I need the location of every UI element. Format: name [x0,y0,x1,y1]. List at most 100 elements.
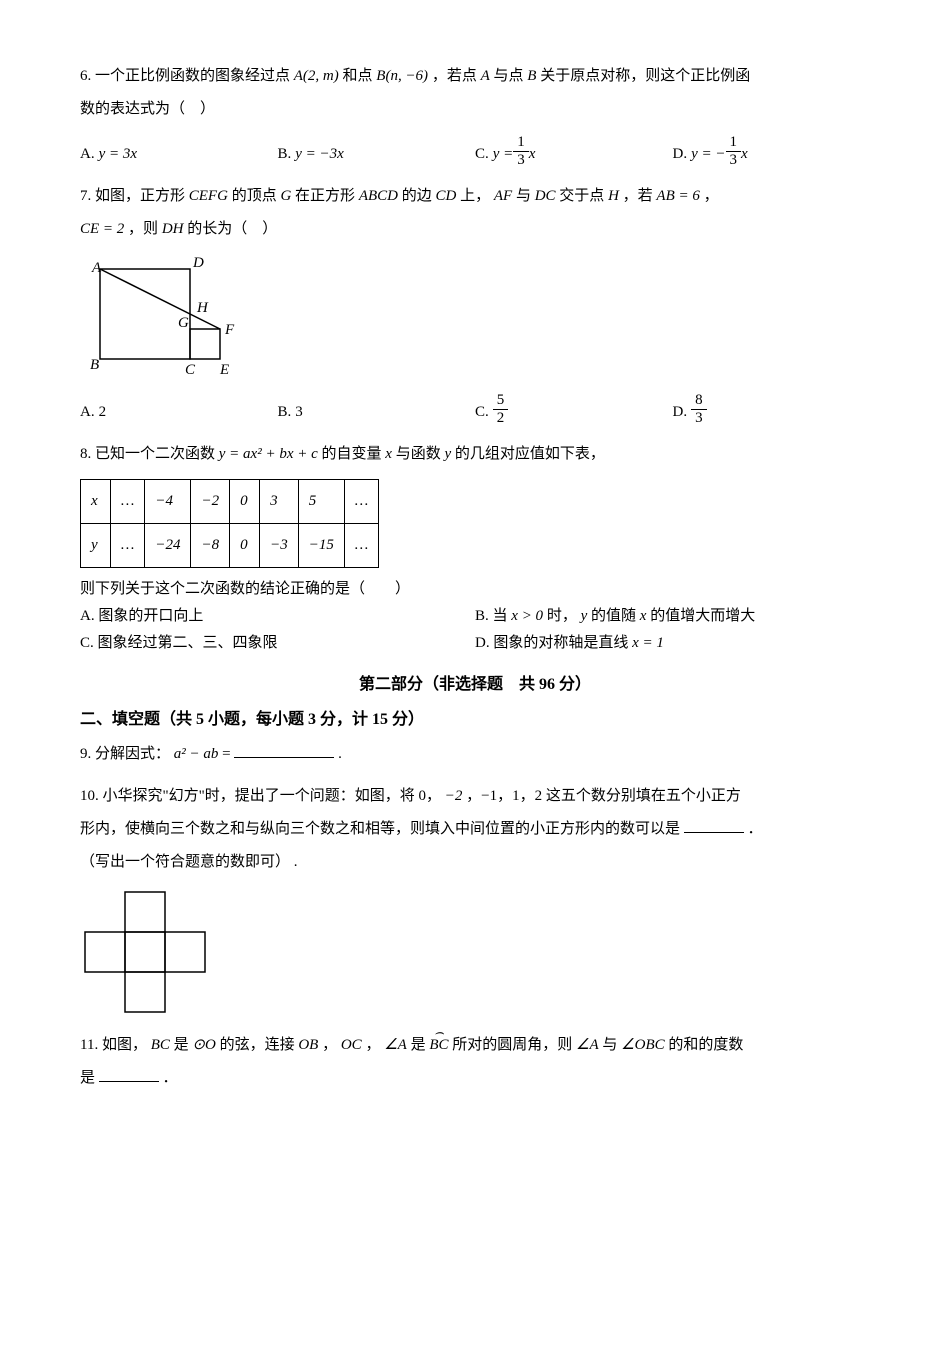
q11-circleO: ⊙O [192,1037,215,1053]
q9-num: 9. [80,746,91,762]
q6-A: A [481,68,490,84]
q8-optB-label: B. [475,608,489,624]
q7-fig-D: D [192,255,204,271]
q6-t2: 和点 [343,68,373,84]
q6-optA-val: y = 3x [99,141,137,168]
q7-optC-frac: 5 2 [493,392,509,426]
q7-optB-val: 3 [295,399,303,426]
q11-text: 11. 如图， BC 是 ⊙O 的弦，连接 OB ， OC ， ∠A 是 BC … [80,1029,870,1095]
q6-t3: ，若点 [432,68,477,84]
section2-sub: 二、填空题（共 5 小题，每小题 3 分，计 15 分） [80,706,870,735]
question-9: 9. 分解因式： a² − ab = . [80,741,870,768]
q7-options: A. 2 B. 3 C. 5 2 D. 8 3 [80,392,870,426]
q9-period: . [338,746,342,762]
q7-CD: CD [436,188,457,204]
q6-optC-suffix: x [529,141,536,168]
q6-optA: A. y = 3x [80,134,278,168]
q6-text: 6. 一个正比例函数的图象经过点 A(2, m) 和点 B(n, −6) ，若点… [80,60,870,126]
q10-t3: 形内，使横向三个数之和与纵向三个数之和相等，则填入中间位置的小正方形内的数可以是 [80,821,680,837]
q8-r2c4: 0 [230,524,260,568]
q6-optD-suffix: x [741,141,748,168]
q6-optD-prefix: y = − [691,141,725,168]
q9-expr: a² − ab [174,746,219,762]
q8-y: y [444,446,451,462]
q8-optB-x: x [640,608,647,624]
q8-r2c1: … [111,524,145,568]
q11-t5: ， [365,1037,380,1053]
q11-t4: ， [322,1037,337,1053]
q7-DH: DH [162,221,184,237]
q8-optC-val: 图象经过第二、三、四象限 [98,635,278,651]
q10-svg [80,887,210,1017]
q6-optD-den: 3 [726,152,742,169]
q11-t10: 是 [80,1070,95,1086]
q11-angleA2: ∠A [576,1037,599,1053]
q8-r2c3: −8 [191,524,230,568]
q6-optC-frac: 1 3 [513,134,529,168]
q7-t3: 在正方形 [295,188,355,204]
q7-AF: AF [494,188,512,204]
q8-optC: C. 图象经过第二、三、四象限 [80,630,475,657]
q8-optA-val: 图象的开口向上 [98,608,203,624]
q6-t5: 关于原点对称，则这个正比例函 [540,68,750,84]
q6-t4: 与点 [494,68,524,84]
q7-t7: 交于点 [559,188,604,204]
q8-r1c0: x [81,480,111,524]
q10-text: 10. 小华探究"幻方"时，提出了一个问题：如图，将 0， −2 ，−1，1，2… [80,780,870,879]
q8-optA: A. 图象的开口向上 [80,603,475,630]
q7-fig-H: H [196,300,209,316]
q7-t1: 如图，正方形 [95,188,185,204]
q6-B: B [527,68,536,84]
q8-r2c0: y [81,524,111,568]
q6-t1: 一个正比例函数的图象经过点 [95,68,290,84]
q6-optC-num: 1 [513,134,529,152]
q8-options-row2: C. 图象经过第二、三、四象限 D. 图象的对称轴是直线 x = 1 [80,630,870,657]
q7-optD-label: D. [673,399,688,426]
q8-r1c6: 5 [298,480,344,524]
q6-optA-label: A. [80,141,95,168]
q7-H: H [608,188,619,204]
q7-optB-label: B. [278,399,292,426]
q8-optA-label: A. [80,608,95,624]
q7-optD: D. 8 3 [673,392,871,426]
q8-optB: B. 当 x > 0 时， y 的值随 x 的值增大而增大 [475,603,870,630]
q8-optB-y: y [581,608,588,624]
q7-fig-B: B [90,357,99,373]
q7-optC-num: 5 [493,392,509,410]
q7-t5: 上， [460,188,490,204]
q10-figure [80,887,870,1017]
q8-x: x [385,446,392,462]
q11-angleA: ∠A [384,1037,407,1053]
q7-optA-label: A. [80,399,95,426]
q7-optD-frac: 8 3 [691,392,707,426]
q10-t2: ，−1，1，2 这五个数分别填在五个小正方 [466,788,741,804]
q9-t1: 分解因式： [95,746,170,762]
q11-period: ． [163,1070,178,1086]
q7-optD-num: 8 [691,392,707,410]
q6-optC: C. y = 1 3 x [475,134,673,168]
q7-svg: A D H G F B C E [80,254,260,384]
q8-optB-mid: 时， [547,608,577,624]
q11-t6: 是 [411,1037,426,1053]
q8-r2c5: −3 [260,524,299,568]
q11-angleOBC: ∠OBC [621,1037,664,1053]
q11-OC: OC [341,1037,362,1053]
q6-optD-frac: 1 3 [726,134,742,168]
q6-optD-num: 1 [726,134,742,152]
q11-num: 11. [80,1037,98,1053]
q8-r2c7: … [344,524,378,568]
q7-t10: ，则 [128,221,158,237]
q11-t2: 是 [174,1037,189,1053]
q6-optD: D. y = − 1 3 x [673,134,871,168]
q7-t2: 的顶点 [232,188,277,204]
q8-table-row1: x … −4 −2 0 3 5 … [81,480,379,524]
q8-r1c4: 0 [230,480,260,524]
question-6: 6. 一个正比例函数的图象经过点 A(2, m) 和点 B(n, −6) ，若点… [80,60,870,168]
q6-optB: B. y = −3x [278,134,476,168]
q10-blank [684,818,744,833]
q8-t4: 的几组对应值如下表， [455,446,605,462]
q8-optB-pre: 当 [493,608,508,624]
q6-optC-prefix: y = [493,141,514,168]
q7-optB: B. 3 [278,392,476,426]
q8-options-row1: A. 图象的开口向上 B. 当 x > 0 时， y 的值随 x 的值增大而增大 [80,603,870,630]
